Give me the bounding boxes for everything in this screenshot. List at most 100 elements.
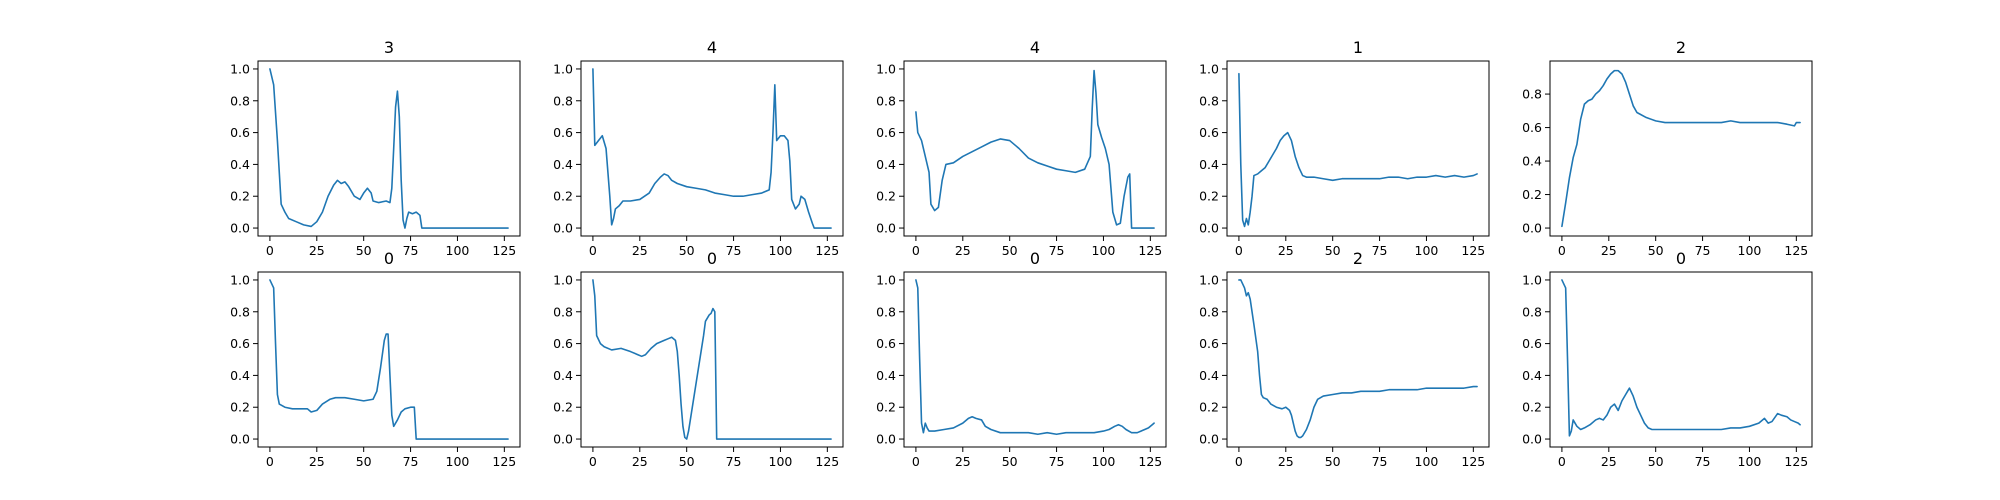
axes-frame	[903, 271, 1167, 448]
x-tick-label: 75	[1049, 454, 1065, 469]
x-tick-label: 100	[769, 243, 793, 258]
y-tick-label: 0.4	[230, 157, 250, 172]
subplot-title: 4	[1030, 38, 1040, 57]
x-tick-label: 125	[815, 454, 839, 469]
y-tick-label: 0.2	[553, 400, 573, 415]
y-tick-label: 0.0	[876, 432, 896, 447]
subplot-6: 0 0 25 50 75 100 125 0.0 0.2 0.4 0.6 0.8 1.0	[230, 249, 521, 469]
subplot-1: 3 0 25 50 75 100 125 0.0 0.2 0.4 0.6 0.8 1.0	[230, 38, 521, 258]
series-line	[592, 68, 832, 229]
y-tick-label: 0.6	[876, 125, 896, 140]
subplot-title: 3	[384, 38, 394, 57]
x-tick-label: 50	[679, 454, 695, 469]
y-tick-label: 0.2	[876, 400, 896, 415]
x-tick-label: 125	[1138, 243, 1162, 258]
subplot-5: 2 0 25 50 75 100 125 0.0 0.2 0.4 0.6 0.8	[1522, 38, 1813, 258]
x-tick-label: 125	[1461, 454, 1485, 469]
y-tick-label: 0.2	[230, 400, 250, 415]
y-tick-label: 1.0	[553, 272, 573, 287]
y-tick-label: 0.8	[553, 93, 573, 108]
y-tick-label: 0.8	[1522, 87, 1542, 102]
x-tick-label: 0	[912, 454, 920, 469]
y-tick-label: 0.2	[1522, 400, 1542, 415]
x-tick-label: 25	[632, 243, 648, 258]
axes-frame	[1549, 60, 1813, 237]
x-tick-label: 75	[1695, 454, 1711, 469]
x-tick-label: 0	[912, 243, 920, 258]
x-tick-label: 100	[1415, 454, 1439, 469]
subplot-7: 0 0 25 50 75 100 125 0.0 0.2 0.4 0.6 0.8 1.0	[553, 249, 844, 469]
y-tick-label: 0.0	[553, 432, 573, 447]
subplot-title: 0	[1030, 249, 1040, 268]
subplot-9: 2 0 25 50 75 100 125 0.0 0.2 0.4 0.6 0.8 1.0	[1199, 249, 1490, 469]
x-tick-label: 100	[1738, 454, 1762, 469]
subplot-title: 1	[1353, 38, 1363, 57]
x-tick-label: 100	[769, 454, 793, 469]
y-tick-label: 0.0	[1522, 221, 1542, 236]
subplot-8: 0 0 25 50 75 100 125 0.0 0.2 0.4 0.6 0.8 1.0	[876, 249, 1167, 469]
x-tick-label: 100	[1092, 243, 1116, 258]
y-tick-label: 1.0	[1522, 272, 1542, 287]
x-tick-label: 75	[726, 454, 742, 469]
series-line	[1561, 69, 1801, 228]
series-line	[269, 68, 509, 229]
y-tick-label: 0.6	[1199, 125, 1219, 140]
subplot-2: 4 0 25 50 75 100 125 0.0 0.2 0.4 0.6 0.8 1.0	[553, 38, 844, 258]
y-tick-label: 0.0	[230, 221, 250, 236]
x-tick-label: 125	[492, 454, 516, 469]
y-tick-label: 0.2	[230, 189, 250, 204]
series-line	[915, 279, 1155, 436]
x-tick-label: 25	[1278, 454, 1294, 469]
y-tick-label: 1.0	[876, 61, 896, 76]
series-line	[1561, 279, 1801, 437]
axes-frame	[580, 271, 844, 448]
x-tick-label: 50	[1325, 243, 1341, 258]
x-tick-label: 25	[955, 243, 971, 258]
y-tick-label: 0.6	[1522, 120, 1542, 135]
subplot-title: 4	[707, 38, 717, 57]
x-tick-label: 100	[1092, 454, 1116, 469]
x-tick-label: 25	[1601, 243, 1617, 258]
subplot-3: 4 0 25 50 75 100 125 0.0 0.2 0.4 0.6 0.8 1.0	[876, 38, 1167, 258]
x-tick-label: 50	[356, 454, 372, 469]
series-line	[915, 69, 1155, 229]
x-tick-label: 100	[446, 454, 470, 469]
y-tick-label: 0.8	[1522, 304, 1542, 319]
subplot-title: 0	[707, 249, 717, 268]
axes-frame	[1226, 60, 1490, 237]
x-tick-label: 75	[1695, 243, 1711, 258]
x-tick-label: 125	[492, 243, 516, 258]
y-tick-label: 1.0	[1199, 272, 1219, 287]
y-tick-label: 0.6	[876, 336, 896, 351]
x-tick-label: 0	[266, 454, 274, 469]
x-tick-label: 125	[1784, 243, 1808, 258]
y-tick-label: 1.0	[876, 272, 896, 287]
y-tick-label: 0.4	[876, 157, 896, 172]
series-line	[1238, 72, 1478, 228]
y-tick-label: 0.4	[1199, 157, 1219, 172]
y-tick-label: 0.8	[876, 93, 896, 108]
axes-frame	[1549, 271, 1813, 448]
y-tick-label: 0.0	[230, 432, 250, 447]
x-tick-label: 50	[1648, 243, 1664, 258]
subplot-title: 0	[384, 249, 394, 268]
x-tick-label: 75	[726, 243, 742, 258]
x-tick-label: 25	[955, 454, 971, 469]
x-tick-label: 25	[1278, 243, 1294, 258]
y-tick-label: 0.6	[553, 125, 573, 140]
x-tick-label: 50	[679, 243, 695, 258]
x-tick-label: 125	[1461, 243, 1485, 258]
y-tick-label: 0.6	[1522, 336, 1542, 351]
x-tick-label: 0	[1558, 454, 1566, 469]
y-tick-label: 0.0	[1199, 221, 1219, 236]
x-tick-label: 100	[446, 243, 470, 258]
x-tick-label: 75	[1372, 243, 1388, 258]
x-tick-label: 50	[1002, 243, 1018, 258]
y-tick-label: 0.6	[230, 336, 250, 351]
x-tick-label: 25	[309, 454, 325, 469]
x-tick-label: 75	[403, 243, 419, 258]
y-tick-label: 0.2	[1199, 189, 1219, 204]
y-tick-label: 0.0	[1522, 432, 1542, 447]
series-line	[592, 279, 832, 440]
x-tick-label: 100	[1415, 243, 1439, 258]
